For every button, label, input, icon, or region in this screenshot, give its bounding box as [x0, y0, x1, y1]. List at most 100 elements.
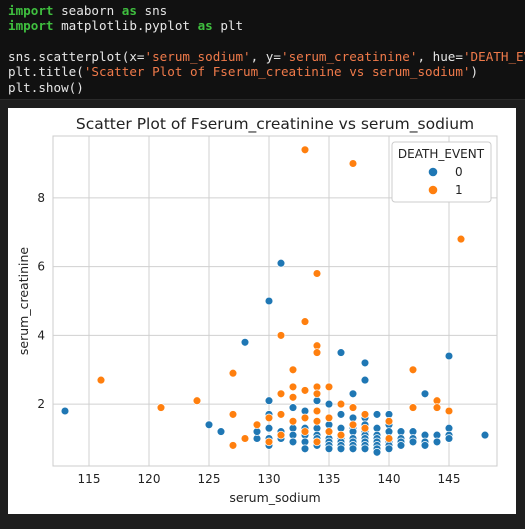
code-keyword: as [121, 3, 137, 18]
data-point-series-1 [432, 403, 442, 412]
data-point-series-1 [300, 413, 310, 423]
code-line: import matplotlib.pyplot as plt [8, 18, 243, 33]
data-point-series-1 [288, 365, 298, 375]
data-point-series-1 [96, 375, 106, 385]
data-point-series-1 [324, 413, 334, 423]
legend-title: DEATH_EVENT [398, 147, 485, 161]
data-point-series-0 [360, 444, 370, 454]
data-point-series-0 [432, 437, 442, 447]
data-point-series-0 [372, 410, 382, 419]
data-point-series-1 [300, 145, 310, 155]
data-point-series-0 [372, 448, 382, 457]
data-point-series-1 [336, 399, 346, 409]
code-keyword: import [8, 18, 54, 34]
data-point-series-1 [384, 434, 394, 443]
data-point-series-1 [228, 368, 238, 378]
x-tick-label: 145 [438, 472, 461, 486]
x-tick-label: 115 [78, 472, 101, 486]
data-point-series-1 [300, 427, 310, 436]
data-point-series-1 [264, 413, 274, 423]
data-point-series-0 [204, 420, 214, 430]
data-point-series-1 [336, 430, 346, 440]
y-axis-ticks: 2 4 6 8 [37, 191, 45, 411]
data-point-series-0 [240, 338, 250, 347]
code-cell[interactable]: import seaborn as sns import matplotlib.p… [0, 0, 525, 100]
code-text: ) [470, 64, 479, 80]
data-point-series-0 [420, 441, 430, 450]
data-point-series-1 [288, 393, 298, 402]
data-point-series-1 [312, 406, 322, 416]
data-point-series-1 [456, 234, 466, 244]
data-point-series-1 [444, 406, 454, 416]
data-point-series-0 [336, 410, 346, 419]
data-point-series-1 [312, 437, 322, 447]
code-text: sns [136, 3, 168, 18]
data-point-series-0 [264, 423, 274, 433]
code-line: plt.show() [8, 80, 84, 95]
y-tick-label: 4 [37, 328, 45, 342]
data-point-series-1 [276, 389, 286, 399]
x-tick-label: 140 [378, 472, 401, 486]
data-point-series-1 [228, 410, 238, 419]
code-text: plt.title( [8, 64, 84, 80]
data-point-series-1 [228, 441, 238, 450]
data-point-series-1 [348, 159, 358, 168]
data-point-series-1 [288, 382, 298, 392]
data-point-series-1 [192, 396, 202, 405]
data-point-series-0 [396, 441, 406, 450]
chart-title: Scatter Plot of Fserum_creatinine vs ser… [76, 115, 474, 134]
data-point-series-0 [288, 403, 298, 412]
data-point-series-1 [348, 403, 358, 412]
code-keyword: import [8, 3, 54, 18]
scatter-chart: 115 120 125 130 135 140 145 2 4 6 8 Scatter Plot … [16, 115, 498, 505]
data-point-series-1 [276, 331, 286, 340]
code-string: 'serum_sodium' [144, 48, 251, 64]
data-point-series-1 [324, 382, 334, 392]
data-point-series-0 [360, 358, 370, 368]
legend-entry-0: 0 [455, 165, 463, 179]
x-tick-label: 135 [318, 472, 341, 486]
data-point-series-1 [348, 420, 358, 430]
data-point-series-1 [408, 365, 418, 375]
data-point-series-0 [384, 444, 394, 454]
code-string: 'DEATH_EVENT' [462, 48, 525, 64]
data-point-series-0 [216, 427, 226, 436]
data-point-series-1 [324, 427, 334, 436]
code-keyword: as [197, 18, 213, 34]
y-tick-label: 6 [37, 260, 45, 274]
legend: DEATH_EVENT 0 1 [391, 141, 492, 203]
code-text: matplotlib.pyplot [53, 18, 198, 34]
data-point-series-1 [312, 269, 322, 278]
data-point-series-0 [60, 406, 70, 416]
data-point-series-1 [312, 348, 322, 357]
data-point-series-1 [288, 417, 298, 426]
data-point-series-0 [288, 437, 298, 447]
code-text: , y= [250, 48, 281, 64]
data-point-series-0 [420, 389, 430, 399]
data-point-series-1 [240, 434, 250, 443]
data-point-series-0 [264, 396, 274, 405]
data-points [60, 145, 490, 457]
y-tick-label: 2 [37, 397, 45, 411]
data-point-series-1 [300, 317, 310, 326]
data-point-series-0 [336, 444, 346, 454]
x-tick-label: 120 [138, 472, 161, 486]
data-point-series-1 [312, 389, 322, 399]
code-text: sns.scatterplot(x= [8, 48, 145, 64]
data-point-series-1 [300, 386, 310, 395]
code-string: 'serum_creatinine' [280, 48, 418, 64]
code-line: plt.title('Scatter Plot of Fserum_creati… [8, 64, 478, 79]
x-tick-label: 130 [258, 472, 281, 486]
code-string: 'Scatter Plot of Fserum_creatinine vs se… [83, 64, 471, 80]
y-tick-label: 8 [37, 191, 45, 205]
data-point-series-0 [348, 444, 358, 454]
data-point-series-0 [480, 430, 490, 440]
legend-entry-1: 1 [455, 183, 463, 197]
data-point-series-0 [264, 296, 274, 306]
data-point-series-0 [360, 375, 370, 385]
cell-output: 115 120 125 130 135 140 145 2 4 6 8 Scatter Plot … [8, 108, 516, 514]
data-point-series-0 [336, 348, 346, 357]
x-tick-label: 125 [198, 472, 221, 486]
data-point-series-1 [264, 437, 274, 447]
data-point-series-0 [300, 444, 310, 454]
